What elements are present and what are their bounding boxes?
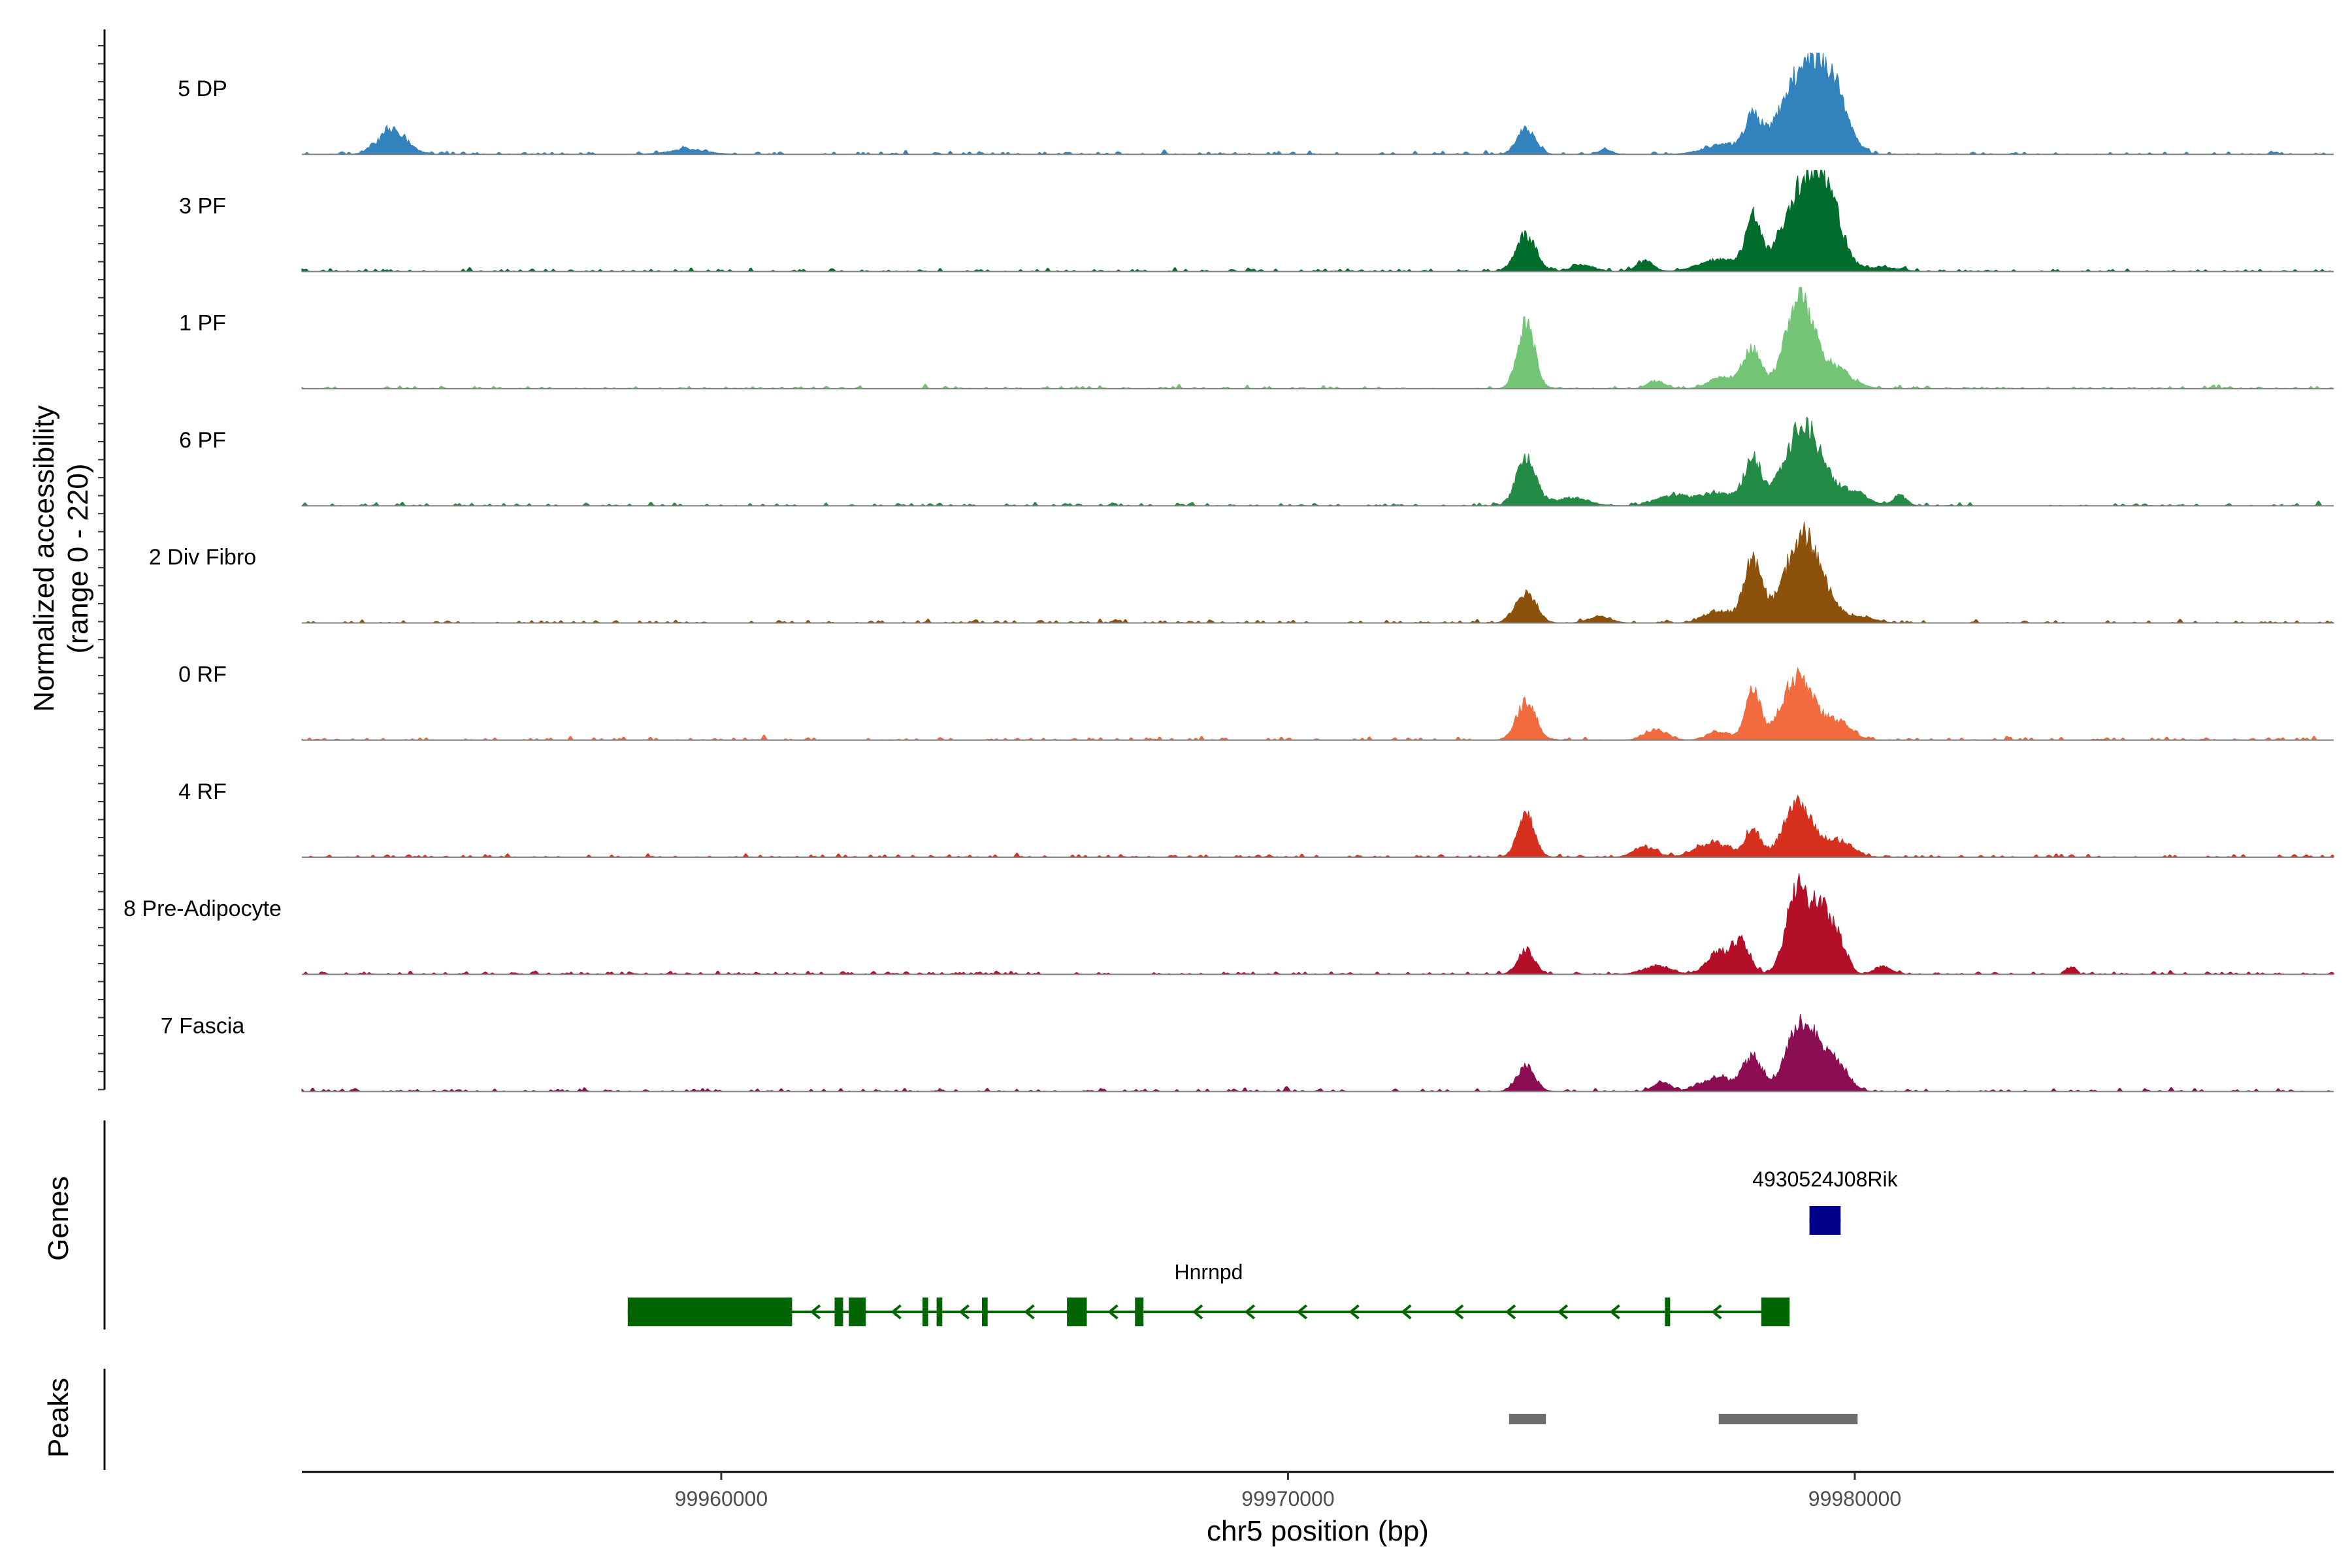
coverage-track: 6 PF xyxy=(179,416,2334,507)
peaks-panel xyxy=(103,1369,1858,1470)
track-label: 1 PF xyxy=(179,311,226,336)
strand-arrow xyxy=(1192,1304,1203,1320)
track-label: 5 DP xyxy=(178,76,227,101)
x-tick-label: 99960000 xyxy=(675,1487,768,1511)
strand-arrow xyxy=(1296,1304,1307,1320)
gene-exon xyxy=(922,1298,928,1326)
track-label: 2 Div Fibro xyxy=(149,545,256,570)
track-label: 4 RF xyxy=(178,779,227,804)
strand-arrow xyxy=(1452,1304,1464,1320)
gene-exon xyxy=(936,1298,943,1326)
coverage-track: 3 PF xyxy=(179,170,2334,272)
gene-label: 4930524J08Rik xyxy=(1752,1168,1898,1191)
gene-exon xyxy=(849,1298,866,1326)
x-tick-label: 99970000 xyxy=(1241,1487,1334,1511)
strand-arrow xyxy=(1107,1304,1119,1320)
coverage-track: 5 DP xyxy=(178,52,2334,155)
genes-panel-title: Genes xyxy=(42,1176,74,1261)
track-label: 3 PF xyxy=(179,193,226,218)
coverage-track: 8 Pre-Adipocyte xyxy=(123,873,2334,975)
gene-model: Hnrnpd xyxy=(627,1260,1790,1326)
gene-exon xyxy=(1665,1298,1671,1326)
gene-exon xyxy=(982,1298,988,1326)
y-axis-title-line2: (range 0 - 220) xyxy=(62,463,94,653)
coverage-panel: 5 DP 3 PF 1 PF 6 PF 2 Div Fibro 0 RF 4 RF 8 Pre… xyxy=(98,29,2335,1092)
coverage-track: 4 RF xyxy=(178,779,2334,858)
genes-panel: Hnrnpd 4930524J08Rik xyxy=(103,1120,1899,1330)
coverage-track: 7 Fascia xyxy=(161,1013,2334,1092)
strand-arrow xyxy=(1609,1304,1620,1320)
track-label: 0 RF xyxy=(178,662,227,687)
gene-exon xyxy=(834,1298,843,1326)
strand-arrow xyxy=(809,1304,821,1320)
peak-region xyxy=(1718,1414,1858,1424)
coverage-track: 1 PF xyxy=(179,287,2335,389)
gene-exon xyxy=(1067,1298,1087,1326)
strand-arrow xyxy=(1244,1304,1256,1320)
gene-model: 4930524J08Rik xyxy=(1752,1168,1899,1235)
gene-exon xyxy=(627,1298,792,1326)
track-label: 6 PF xyxy=(179,428,226,453)
track-label: 8 Pre-Adipocyte xyxy=(123,896,282,921)
strand-arrow xyxy=(1024,1304,1035,1320)
track-label: 7 Fascia xyxy=(161,1013,245,1038)
gene-exon xyxy=(1135,1298,1144,1326)
strand-arrow xyxy=(1401,1304,1412,1320)
x-axis-title: chr5 position (bp) xyxy=(1207,1515,1429,1547)
gene-exon xyxy=(1809,1206,1841,1235)
strand-arrow xyxy=(958,1304,970,1320)
x-axis: 99960000 99970000 99980000 xyxy=(302,1471,2334,1511)
coverage-track: 2 Div Fibro xyxy=(149,521,2335,624)
peak-region xyxy=(1509,1414,1546,1424)
strand-arrow xyxy=(1505,1304,1516,1320)
x-tick-label: 99980000 xyxy=(1808,1487,1901,1511)
y-axis-title: Normalized accessibility (range 0 - 220) xyxy=(28,405,94,711)
coverage-track: 0 RF xyxy=(178,662,2334,741)
gene-exon xyxy=(1761,1298,1790,1326)
strand-arrow xyxy=(1348,1304,1360,1320)
strand-arrow xyxy=(1557,1304,1569,1320)
y-axis-title-line1: Normalized accessibility xyxy=(28,405,60,711)
strand-arrow xyxy=(890,1304,902,1320)
peaks-panel-title: Peaks xyxy=(42,1378,74,1458)
gene-label: Hnrnpd xyxy=(1175,1260,1243,1284)
strand-arrow xyxy=(1711,1304,1722,1320)
